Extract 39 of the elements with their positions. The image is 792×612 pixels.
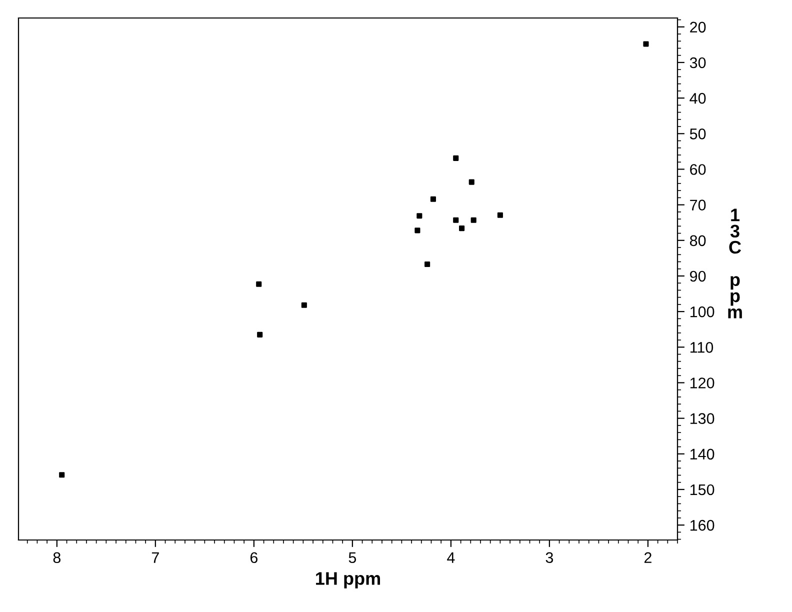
point — [468, 179, 474, 185]
point — [430, 196, 436, 202]
point — [257, 332, 263, 338]
point — [497, 212, 503, 218]
text: 13C ppm — [728, 208, 742, 318]
y-tick-label: 90 — [690, 270, 706, 282]
point — [414, 228, 420, 234]
point — [643, 41, 649, 47]
y-tick-label: 70 — [690, 200, 706, 210]
point — [59, 472, 65, 478]
y-tick-label: 20 — [690, 22, 706, 33]
point — [458, 226, 465, 232]
x-tick-label: 8 — [53, 552, 60, 564]
x-tick-label: 2 — [644, 552, 652, 563]
x-tick-label: 7 — [152, 552, 159, 563]
y-tick-label: 160 — [690, 520, 714, 531]
y-tick-label: 80 — [690, 235, 706, 246]
point — [470, 217, 476, 223]
x-tick-label: 5 — [348, 552, 356, 564]
x-tick-label: 3 — [546, 552, 554, 564]
point — [453, 155, 459, 161]
y-tick-label: 30 — [690, 57, 706, 68]
y-tick-label: 60 — [690, 164, 706, 175]
x-axis-title: 1H ppm — [316, 572, 380, 588]
y-tick-label: 150 — [690, 484, 714, 496]
y-tick-label: 100 — [690, 306, 714, 318]
x-tick-label: 6 — [250, 552, 258, 564]
point — [424, 261, 430, 268]
y-tick-label: 140 — [690, 448, 714, 460]
x-tick-label: 4 — [447, 552, 455, 563]
y-tick-label: 110 — [690, 342, 714, 353]
y-tick-label: 40 — [690, 92, 706, 104]
y-tick-label: 120 — [690, 378, 714, 388]
y-tick-label: 50 — [690, 128, 706, 140]
y-tick-label: 130 — [690, 413, 714, 424]
point — [256, 281, 262, 287]
point — [453, 217, 459, 223]
point — [416, 213, 422, 219]
point — [301, 302, 307, 308]
